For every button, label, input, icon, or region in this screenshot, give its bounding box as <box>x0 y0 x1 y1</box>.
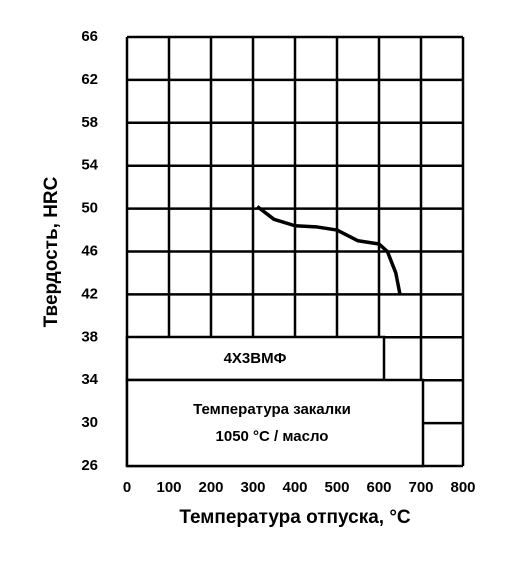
x-tick-label: 600 <box>366 479 391 496</box>
y-tick-label: 58 <box>81 114 98 131</box>
y-tick-label: 54 <box>81 157 98 174</box>
y-tick-label: 62 <box>81 71 98 88</box>
y-tick-label: 42 <box>81 285 98 302</box>
y-tick-label: 46 <box>81 242 98 259</box>
data-line <box>256 205 402 295</box>
x-tick-label: 100 <box>156 479 181 496</box>
x-tick-label: 700 <box>408 479 433 496</box>
x-tick-label: 200 <box>198 479 223 496</box>
x-tick-label: 300 <box>240 479 265 496</box>
x-tick-label: 0 <box>123 479 131 496</box>
annotation: 1050 °C / масло <box>216 428 329 445</box>
y-axis-label: Твердость, HRC <box>41 176 62 327</box>
x-tick-label: 400 <box>282 479 307 496</box>
annotation: Температура закалки <box>193 401 351 418</box>
label-box <box>125 378 425 468</box>
x-tick-label: 800 <box>450 479 475 496</box>
y-tick-label: 34 <box>81 371 98 388</box>
y-tick-label: 66 <box>81 28 98 45</box>
y-tick-label: 26 <box>81 457 98 474</box>
x-tick-label: 500 <box>324 479 349 496</box>
y-tick-label: 50 <box>81 200 98 217</box>
y-tick-label: 38 <box>81 328 98 345</box>
series-label: 4Х3ВМФ <box>224 350 287 367</box>
y-tick-label: 30 <box>81 414 98 431</box>
x-axis-label: Температура отпуска, °C <box>179 507 411 528</box>
